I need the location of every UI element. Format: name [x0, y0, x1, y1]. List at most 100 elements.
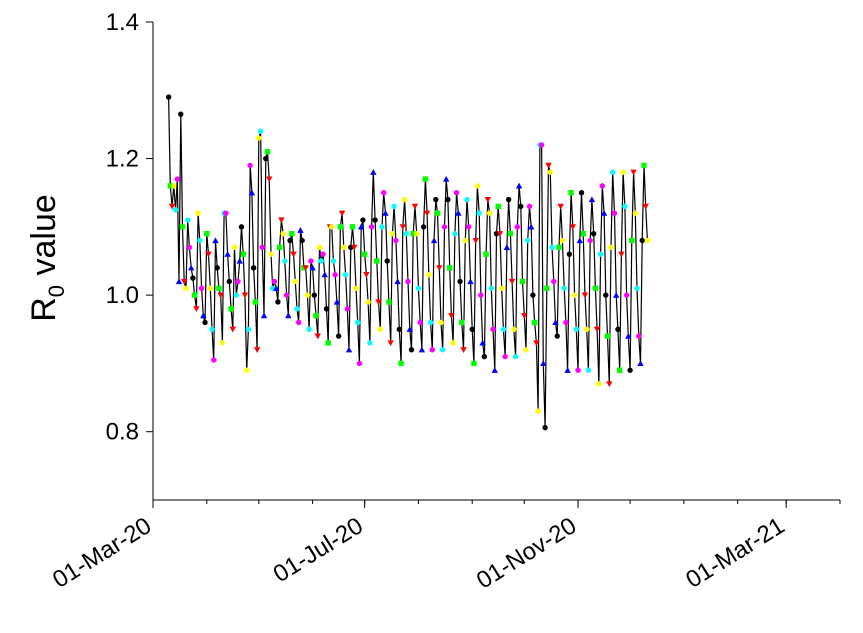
data-point	[448, 313, 455, 319]
data-point	[613, 291, 620, 298]
data-point	[459, 319, 465, 326]
data-point	[472, 237, 479, 244]
data-point	[377, 326, 383, 332]
data-point	[321, 271, 328, 278]
data-point	[187, 264, 195, 271]
data-point	[597, 251, 604, 257]
y-axis-label-subscript: 0	[44, 285, 69, 297]
data-point	[355, 319, 361, 326]
data-point	[384, 258, 390, 264]
data-point	[483, 251, 489, 257]
data-point	[256, 135, 262, 141]
data-point	[530, 292, 536, 298]
data-point	[446, 265, 453, 271]
data-point	[474, 183, 481, 189]
data-point	[205, 251, 212, 258]
data-point	[304, 292, 311, 298]
data-point	[252, 299, 259, 305]
data-point	[588, 196, 596, 203]
data-point	[253, 347, 261, 353]
data-point	[297, 227, 304, 233]
data-point	[596, 381, 602, 387]
data-point	[372, 217, 378, 223]
data-point	[266, 176, 273, 183]
data-point	[363, 272, 370, 278]
data-point	[551, 278, 557, 285]
data-point	[538, 142, 545, 148]
data-point	[231, 244, 238, 251]
data-point	[630, 169, 637, 176]
data-point	[219, 340, 226, 346]
data-point	[314, 333, 322, 340]
data-point	[629, 237, 635, 244]
data-point	[276, 244, 283, 251]
data-point	[525, 237, 531, 244]
data-point	[165, 94, 172, 100]
data-point	[292, 278, 298, 285]
data-point	[186, 244, 193, 251]
data-point	[247, 162, 253, 169]
data-point	[515, 182, 523, 189]
data-point	[490, 326, 496, 332]
data-point	[531, 319, 538, 326]
data-point	[462, 237, 468, 244]
data-point	[585, 367, 592, 373]
data-point	[505, 196, 512, 203]
data-point	[442, 175, 450, 182]
data-point	[427, 319, 434, 326]
data-point	[514, 224, 521, 230]
data-point	[479, 339, 486, 346]
data-point	[323, 306, 330, 312]
data-point	[561, 285, 567, 292]
data-point	[224, 250, 231, 257]
data-point	[434, 210, 441, 216]
data-point	[172, 207, 179, 213]
x-tick-label: 01-Mar-20	[48, 512, 156, 594]
data-point	[511, 326, 517, 332]
data-point	[559, 237, 566, 244]
data-point	[608, 244, 614, 251]
data-point	[519, 278, 526, 285]
data-point	[423, 210, 431, 217]
data-point	[356, 360, 363, 367]
data-point	[375, 299, 382, 306]
data-point	[209, 326, 215, 332]
y-tick-label: 1.4	[106, 9, 139, 36]
data-point	[257, 128, 264, 134]
data-point	[420, 224, 427, 230]
data-point	[642, 203, 649, 210]
data-point	[309, 264, 316, 271]
data-point	[338, 210, 346, 217]
data-point	[342, 271, 349, 278]
data-point	[415, 285, 422, 292]
data-point	[306, 326, 312, 332]
data-point	[236, 257, 243, 264]
data-point	[627, 367, 633, 373]
data-point	[190, 275, 196, 281]
data-point	[499, 285, 505, 292]
data-point	[399, 224, 407, 231]
data-point	[457, 278, 463, 285]
data-point	[466, 224, 472, 230]
data-point	[197, 237, 203, 244]
data-point	[441, 224, 448, 230]
data-point	[507, 230, 514, 237]
data-point	[357, 223, 365, 230]
y-tick-label: 0.8	[106, 419, 139, 446]
data-point	[193, 306, 200, 312]
data-point	[518, 203, 524, 210]
data-point	[478, 292, 484, 298]
data-point	[575, 367, 581, 373]
data-point	[345, 346, 353, 353]
data-point	[554, 333, 560, 339]
data-point	[370, 169, 377, 175]
data-point	[535, 408, 541, 414]
data-point	[211, 357, 217, 363]
data-point	[587, 237, 593, 244]
data-point	[430, 237, 438, 244]
data-point	[374, 258, 380, 264]
data-point	[379, 224, 385, 230]
data-point	[549, 244, 555, 251]
data-point	[387, 340, 394, 347]
y-axis-label: R0 value	[25, 194, 69, 322]
